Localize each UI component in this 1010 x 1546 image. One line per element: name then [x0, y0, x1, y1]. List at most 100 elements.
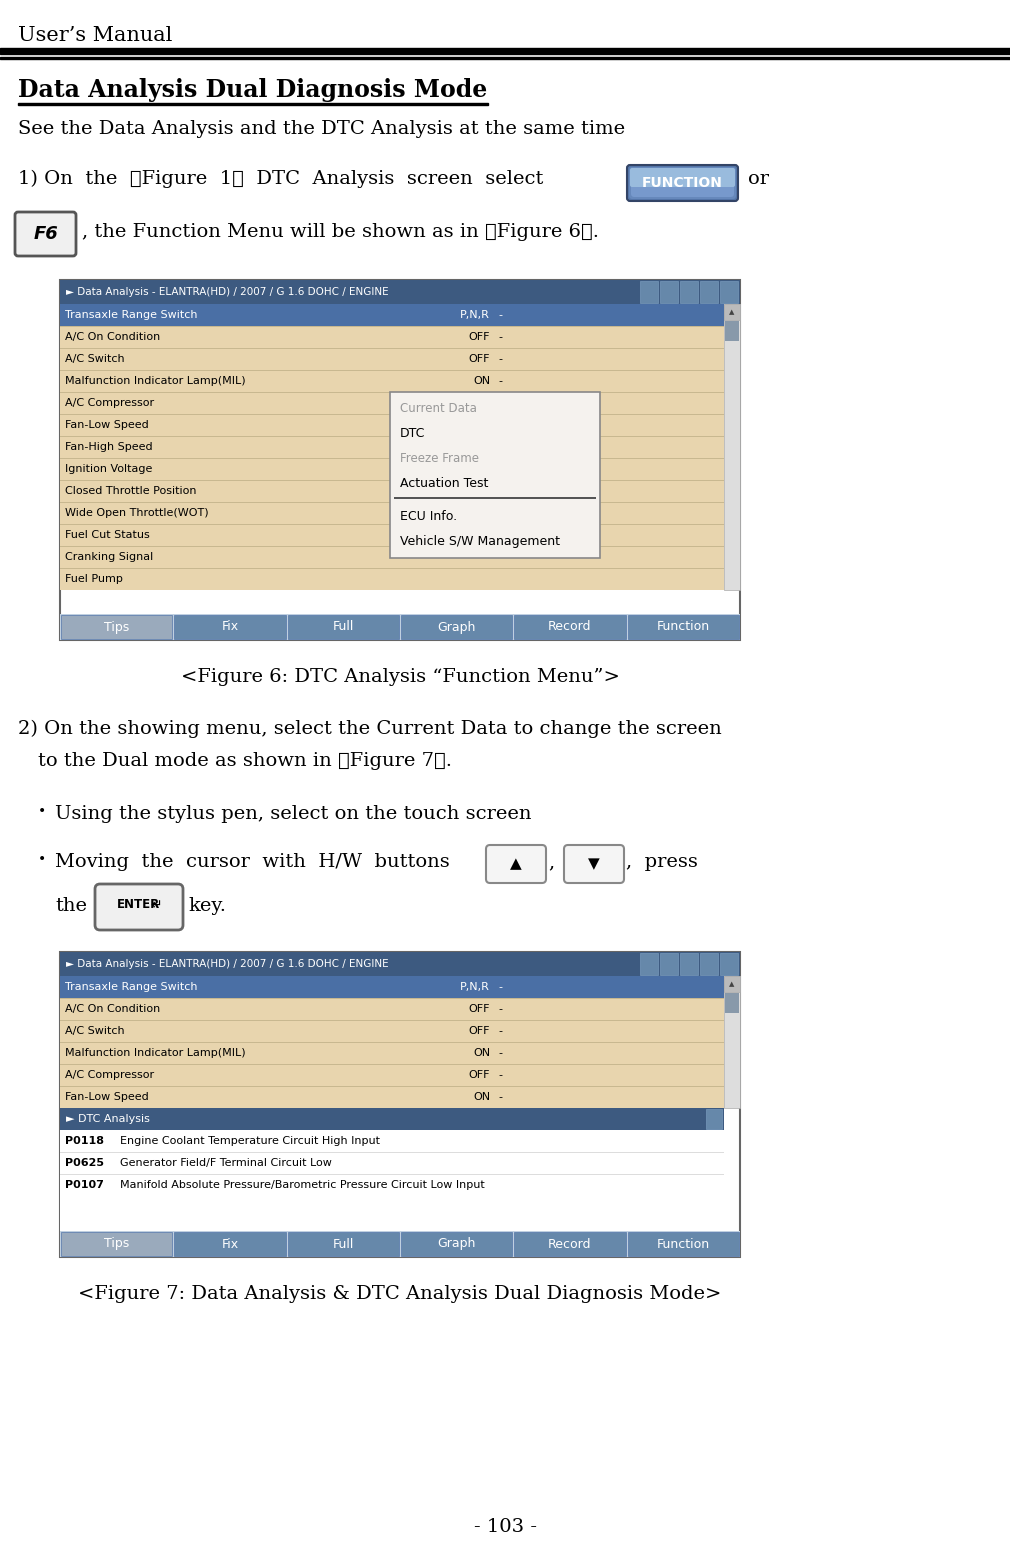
Bar [60, 1020, 724, 1042]
Text: A/C Compressor: A/C Compressor [65, 397, 155, 408]
FancyBboxPatch shape [627, 165, 738, 201]
Text: to the Dual mode as shown in 〈Figure 7〉.: to the Dual mode as shown in 〈Figure 7〉. [38, 751, 452, 770]
Bar [0, 48, 1010, 54]
Text: Record: Record [548, 620, 592, 634]
Text: Freeze Frame: Freeze Frame [400, 451, 479, 465]
Text: P0118: P0118 [65, 1136, 104, 1146]
Text: Wide Open Throttle(WOT): Wide Open Throttle(WOT) [65, 509, 209, 518]
Text: ON: ON [473, 376, 490, 386]
Text: -: - [498, 354, 502, 363]
Bar [720, 281, 738, 303]
Text: OFF: OFF [469, 1070, 490, 1081]
Text: Fan-High Speed: Fan-High Speed [65, 442, 153, 451]
Text: 1) On  the  〈Figure  1〉  DTC  Analysis  screen  select: 1) On the 〈Figure 1〉 DTC Analysis screen… [18, 170, 543, 189]
Text: •: • [38, 805, 46, 819]
Text: - 103 -: - 103 - [474, 1518, 536, 1537]
Text: P0107: P0107 [65, 1180, 104, 1190]
Bar [660, 281, 678, 303]
Bar [680, 952, 698, 976]
Text: ► DTC Analysis: ► DTC Analysis [66, 1115, 149, 1124]
FancyBboxPatch shape [486, 846, 546, 883]
Bar [706, 1108, 722, 1129]
Text: ,: , [548, 853, 554, 870]
Text: User’s Manual: User’s Manual [18, 26, 173, 45]
Text: ► Data Analysis - ELANTRA(HD) / 2007 / G 1.6 DOHC / ENGINE: ► Data Analysis - ELANTRA(HD) / 2007 / G… [66, 288, 389, 297]
Bar [60, 976, 724, 999]
Text: Tips: Tips [104, 620, 129, 634]
Text: key.: key. [188, 897, 226, 915]
Text: Using the stylus pen, select on the touch screen: Using the stylus pen, select on the touc… [55, 805, 531, 822]
Text: <Figure 7: Data Analysis & DTC Analysis Dual Diagnosis Mode>: <Figure 7: Data Analysis & DTC Analysis … [79, 1285, 722, 1303]
Bar [60, 393, 724, 414]
Text: A/C On Condition: A/C On Condition [65, 332, 161, 342]
Bar [700, 281, 718, 303]
Text: ON: ON [473, 1091, 490, 1102]
Bar [401, 615, 512, 638]
Bar [390, 393, 600, 558]
FancyBboxPatch shape [630, 169, 735, 187]
Text: the: the [55, 897, 87, 915]
Text: A/C Switch: A/C Switch [65, 1027, 124, 1036]
Text: OFF: OFF [469, 1027, 490, 1036]
Text: Cranking Signal: Cranking Signal [65, 552, 154, 563]
Text: ECU Info.: ECU Info. [400, 510, 458, 523]
Bar [61, 615, 173, 638]
Bar [60, 546, 724, 567]
Text: Current Data: Current Data [400, 402, 477, 414]
Bar [60, 999, 724, 1020]
Text: Fix: Fix [221, 1237, 238, 1251]
Bar [60, 1085, 724, 1108]
Text: Malfunction Indicator Lamp(MIL): Malfunction Indicator Lamp(MIL) [65, 1048, 245, 1057]
Text: -: - [498, 1048, 502, 1057]
Bar [627, 1232, 739, 1255]
Bar [21, 249, 71, 254]
Text: Moving  the  cursor  with  H/W  buttons: Moving the cursor with H/W buttons [55, 853, 449, 870]
Bar [640, 281, 658, 303]
Bar [700, 952, 718, 976]
Bar [60, 305, 724, 326]
Text: -: - [498, 1027, 502, 1036]
Bar [60, 614, 740, 640]
Text: Fan-Low Speed: Fan-Low Speed [65, 1091, 148, 1102]
Text: Vehicle S/W Management: Vehicle S/W Management [400, 535, 560, 547]
Bar [514, 1232, 625, 1255]
Text: P,N,R: P,N,R [461, 311, 490, 320]
Text: Record: Record [548, 1237, 592, 1251]
FancyBboxPatch shape [629, 167, 736, 199]
Text: Ignition Voltage: Ignition Voltage [65, 464, 153, 475]
Text: ,  press: , press [626, 853, 698, 870]
Text: ► Data Analysis - ELANTRA(HD) / 2007 / G 1.6 DOHC / ENGINE: ► Data Analysis - ELANTRA(HD) / 2007 / G… [66, 959, 389, 969]
Bar [60, 1130, 724, 1231]
Text: Generator Field/F Terminal Circuit Low: Generator Field/F Terminal Circuit Low [120, 1158, 332, 1167]
Bar [725, 322, 739, 342]
Text: FUNCTION: FUNCTION [642, 176, 723, 190]
Bar [660, 952, 678, 976]
Text: F6: F6 [33, 226, 58, 243]
Bar [60, 952, 740, 976]
Text: Fix: Fix [221, 620, 238, 634]
Text: Engine Coolant Temperature Circuit High Input: Engine Coolant Temperature Circuit High … [120, 1136, 380, 1146]
Text: Function: Function [656, 1237, 710, 1251]
FancyBboxPatch shape [15, 212, 76, 257]
Bar [60, 1064, 724, 1085]
Text: ON: ON [473, 1048, 490, 1057]
Text: P,N,R: P,N,R [461, 982, 490, 993]
Text: or: or [748, 170, 769, 189]
Bar [60, 326, 724, 348]
Text: ▲: ▲ [729, 309, 734, 315]
Bar [60, 1231, 740, 1257]
Text: -: - [498, 982, 502, 993]
Bar [724, 305, 740, 320]
Bar [60, 524, 724, 546]
Bar [60, 1108, 724, 1130]
FancyBboxPatch shape [564, 846, 624, 883]
FancyBboxPatch shape [631, 169, 734, 196]
Text: Transaxle Range Switch: Transaxle Range Switch [65, 311, 198, 320]
Text: ENTER: ENTER [117, 898, 161, 912]
Text: Graph: Graph [437, 620, 476, 634]
Bar [724, 305, 740, 591]
Bar [724, 976, 740, 993]
Text: A/C Compressor: A/C Compressor [65, 1070, 155, 1081]
Bar [60, 369, 724, 393]
Text: , the Function Menu will be shown as in 〈Figure 6〉.: , the Function Menu will be shown as in … [82, 223, 599, 241]
